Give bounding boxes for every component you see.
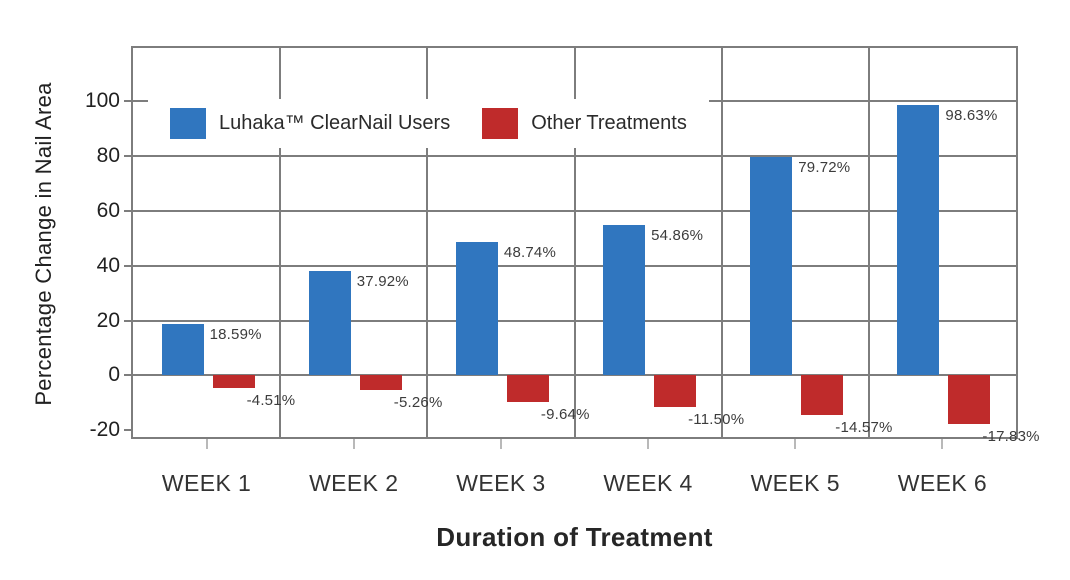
legend-item-luhaka-clearnail-users: Luhaka™ ClearNail Users xyxy=(170,108,450,139)
x-tick-label-week-4: WEEK 4 xyxy=(603,470,693,496)
legend: Luhaka™ ClearNail Users Other Treatments xyxy=(148,99,709,148)
bar-other-treatments-week-5 xyxy=(801,375,844,416)
gridline-vertical-4 xyxy=(720,48,723,437)
legend-label-other-treatments: Other Treatments xyxy=(531,112,687,134)
bar-other-treatments-week-6 xyxy=(948,375,991,425)
x-tick-label-week-2: WEEK 2 xyxy=(309,470,399,496)
y-tick-label-40: 40 xyxy=(96,253,120,277)
x-tick-mark-week-3 xyxy=(499,439,502,449)
x-tick-mark-week-6 xyxy=(941,439,944,449)
value-label-other-treatments-week-3: -9.64% xyxy=(540,405,590,423)
x-axis-title: Duration of Treatment xyxy=(436,522,713,552)
bar-luhaka-clearnail-users-week-6 xyxy=(897,105,940,376)
value-label-other-treatments-week-1: -4.51% xyxy=(246,391,296,409)
bar-other-treatments-week-4 xyxy=(654,375,697,407)
y-tick-label-60: 60 xyxy=(96,198,120,222)
value-label-other-treatments-week-5: -14.57% xyxy=(835,419,893,437)
y-tick-label-100: 100 xyxy=(84,89,120,113)
value-label-luhaka-clearnail-users-week-3: 48.74% xyxy=(503,243,556,261)
bar-other-treatments-week-1 xyxy=(212,375,255,388)
value-label-luhaka-clearnail-users-week-5: 79.72% xyxy=(798,158,851,176)
value-label-luhaka-clearnail-users-week-2: 37.92% xyxy=(356,273,409,291)
value-label-luhaka-clearnail-users-week-6: 98.63% xyxy=(945,107,998,125)
gridline-vertical-2 xyxy=(426,48,429,437)
bar-luhaka-clearnail-users-week-1 xyxy=(161,324,204,376)
value-label-other-treatments-week-4: -11.50% xyxy=(688,410,745,428)
legend-swatch-blue xyxy=(170,108,206,139)
x-tick-label-week-6: WEEK 6 xyxy=(897,470,988,496)
gridline-vertical-5 xyxy=(867,48,870,437)
x-tick-mark-week-4 xyxy=(647,439,650,449)
y-axis-title: Percentage Change in Nail Area xyxy=(31,82,56,406)
x-tick-label-week-1: WEEK 1 xyxy=(161,470,252,496)
y-tick-mark-20 xyxy=(124,319,131,322)
y-tick-label-20: 20 xyxy=(96,308,120,332)
bar-luhaka-clearnail-users-week-4 xyxy=(603,225,646,376)
bar-luhaka-clearnail-users-week-3 xyxy=(455,241,498,376)
y-tick-mark-0 xyxy=(124,374,131,377)
y-tick-mark-80 xyxy=(124,155,131,158)
bar-luhaka-clearnail-users-week-5 xyxy=(750,156,793,376)
y-tick-mark--20 xyxy=(124,429,131,432)
x-tick-mark-week-5 xyxy=(794,439,797,449)
x-tick-label-week-5: WEEK 5 xyxy=(750,470,840,496)
value-label-luhaka-clearnail-users-week-1: 18.59% xyxy=(209,326,262,344)
value-label-luhaka-clearnail-users-week-4: 54.86% xyxy=(651,227,704,245)
gridline-vertical-1 xyxy=(279,48,282,437)
x-tick-mark-week-1 xyxy=(205,439,208,449)
y-tick-mark-60 xyxy=(124,209,131,212)
bar-luhaka-clearnail-users-week-2 xyxy=(308,271,351,376)
value-label-other-treatments-week-2: -5.26% xyxy=(393,393,443,411)
bar-other-treatments-week-3 xyxy=(506,375,549,402)
x-tick-label-week-3: WEEK 3 xyxy=(456,470,546,496)
bar-other-treatments-week-2 xyxy=(359,375,402,390)
y-tick-mark-40 xyxy=(124,264,131,267)
value-label-other-treatments-week-6: -17.83% xyxy=(982,428,1040,446)
plot-area: Luhaka™ ClearNail Users Other Treatments… xyxy=(131,46,1039,445)
gridline-vertical-3 xyxy=(573,48,576,437)
y-tick-label-80: 80 xyxy=(96,144,120,168)
legend-label-luhaka-clearnail-users: Luhaka™ ClearNail Users xyxy=(219,112,451,134)
y-tick-mark-100 xyxy=(124,100,131,103)
legend-swatch-red xyxy=(482,108,519,139)
legend-item-other-treatments: Other Treatments xyxy=(482,108,687,139)
y-tick-label-0: 0 xyxy=(108,363,120,387)
y-tick-label--20: -20 xyxy=(89,418,120,442)
x-tick-mark-week-2 xyxy=(352,439,355,449)
